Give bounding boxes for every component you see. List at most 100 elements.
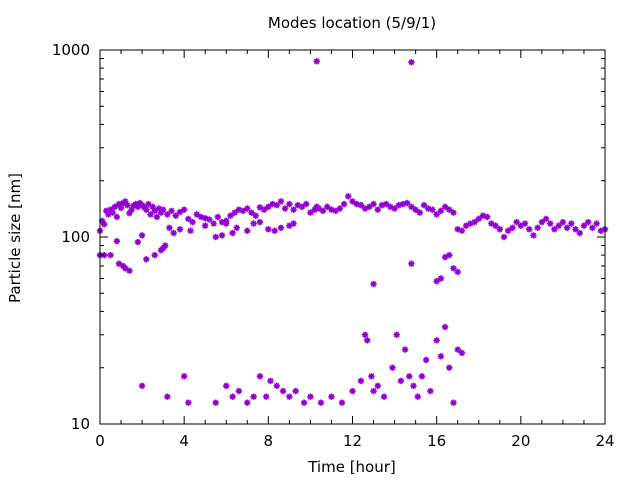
- data-point: [256, 218, 264, 226]
- data-point: [324, 203, 331, 211]
- data-point: [145, 200, 152, 208]
- data-point: [244, 399, 251, 406]
- data-point: [107, 251, 114, 259]
- data-point: [412, 206, 419, 213]
- data-point: [187, 227, 194, 234]
- data-point: [166, 224, 173, 231]
- data-point: [235, 387, 243, 395]
- data-point: [117, 204, 125, 212]
- data-point: [475, 215, 482, 223]
- data-point: [345, 193, 352, 200]
- data-point: [404, 199, 411, 207]
- data-point: [176, 226, 184, 233]
- data-point: [366, 203, 373, 211]
- axis-ticks: [99, 49, 606, 425]
- data-point: [340, 200, 348, 208]
- data-point: [450, 265, 457, 272]
- data-point: [389, 364, 396, 371]
- data-point: [168, 207, 175, 215]
- x-tick-label: 0: [95, 432, 105, 450]
- data-point: [300, 399, 308, 406]
- x-axis-label: Time [hour]: [307, 458, 396, 476]
- data-point: [185, 399, 192, 406]
- x-tick-label: 24: [595, 432, 614, 450]
- data-point: [505, 227, 512, 234]
- data-point: [172, 212, 179, 219]
- data-point: [193, 211, 200, 218]
- data-point: [292, 387, 299, 395]
- data-point: [170, 229, 177, 237]
- data-point: [244, 227, 251, 234]
- data-point: [364, 337, 371, 344]
- data-point: [159, 206, 167, 213]
- data-point: [260, 206, 268, 213]
- data-point: [164, 393, 171, 400]
- data-point: [281, 205, 289, 212]
- data-point: [252, 212, 259, 219]
- y-tick-label: 100: [61, 228, 90, 246]
- data-point: [357, 201, 365, 209]
- data-point: [433, 211, 440, 218]
- data-point: [126, 267, 133, 274]
- x-tick-label: 16: [427, 432, 446, 450]
- data-point: [290, 220, 297, 227]
- data-point: [408, 203, 415, 211]
- data-point: [563, 224, 571, 231]
- data-point: [538, 218, 546, 226]
- data-point: [319, 207, 327, 215]
- data-point: [244, 205, 251, 212]
- data-point: [231, 209, 238, 216]
- data-point: [214, 213, 222, 221]
- data-point: [138, 232, 146, 239]
- data-point: [248, 209, 255, 216]
- data-point: [542, 215, 550, 223]
- data-point: [124, 201, 131, 209]
- data-point: [580, 222, 588, 229]
- data-point: [547, 220, 554, 227]
- data-point: [229, 229, 236, 237]
- data-point: [143, 206, 150, 213]
- x-tick-label: 12: [343, 432, 362, 450]
- data-point: [290, 206, 297, 213]
- data-point: [361, 331, 369, 338]
- data-point: [408, 260, 415, 267]
- data-point: [218, 232, 226, 239]
- data-point: [180, 373, 188, 380]
- data-point: [298, 203, 306, 211]
- data-point: [263, 393, 270, 400]
- data-point: [450, 209, 457, 216]
- data-point: [391, 205, 398, 212]
- data-point: [584, 218, 592, 226]
- data-point: [418, 373, 426, 380]
- data-point: [433, 278, 440, 285]
- data-point: [265, 226, 272, 233]
- data-point: [496, 226, 503, 233]
- data-point: [509, 224, 516, 231]
- data-point: [454, 268, 461, 276]
- data-point: [109, 209, 116, 216]
- tick-labels: 0 4 8 12 16 20 24 10 100 1000: [52, 41, 615, 450]
- data-point: [189, 218, 196, 226]
- data-point: [250, 393, 257, 400]
- data-point: [303, 200, 310, 208]
- data-point: [313, 203, 320, 211]
- data-point: [185, 215, 192, 223]
- data-point: [277, 224, 285, 231]
- data-point: [313, 58, 320, 65]
- data-point: [122, 265, 129, 272]
- data-point: [397, 377, 405, 385]
- data-point: [113, 237, 121, 245]
- data-point: [576, 229, 583, 237]
- data-point: [401, 346, 409, 353]
- data-point: [111, 203, 118, 211]
- data-point: [568, 220, 575, 227]
- data-point: [370, 280, 377, 288]
- data-point: [307, 393, 314, 400]
- data-point: [233, 224, 240, 231]
- data-point: [336, 205, 344, 212]
- data-point: [101, 221, 108, 228]
- data-point: [212, 233, 219, 241]
- data-point: [393, 331, 400, 338]
